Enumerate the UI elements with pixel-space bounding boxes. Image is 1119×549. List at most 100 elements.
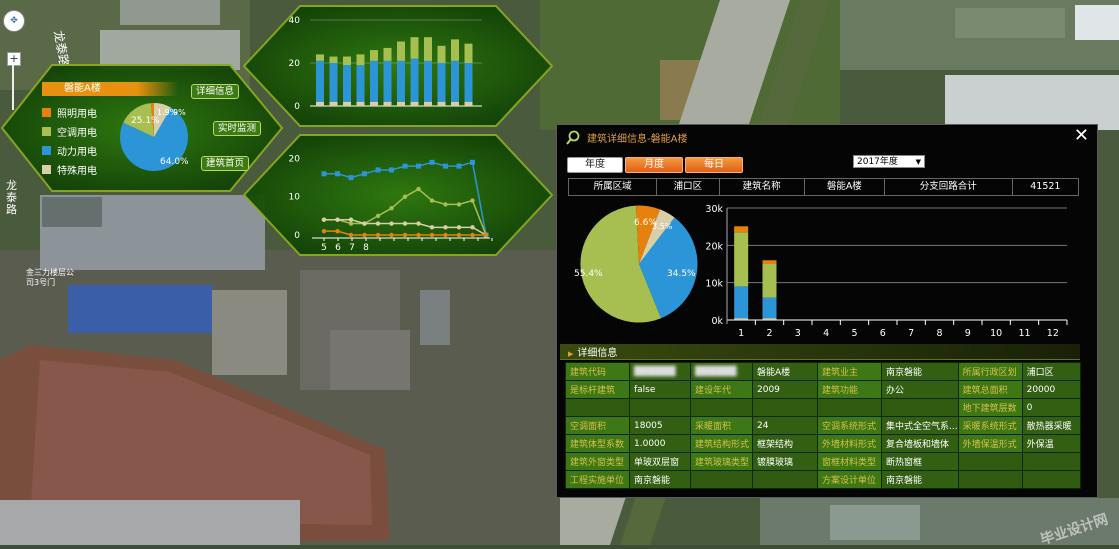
bar-segment-green: [343, 56, 351, 66]
bar-segment-green: [410, 37, 419, 59]
triangle-right-icon: ▶: [568, 350, 574, 358]
field-value: [881, 398, 959, 417]
pie-label-special: 3.5%: [652, 222, 673, 231]
series-point: [456, 225, 462, 230]
bar-segment-cream: [329, 101, 338, 106]
y-tick-label: 20: [289, 59, 301, 69]
field-label: [957, 470, 1023, 489]
road-label-top: 龙泰路: [51, 29, 72, 67]
tab-daily[interactable]: 每日: [685, 157, 743, 173]
bar-segment-blue: [397, 60, 405, 102]
field-label: 建设年代: [690, 380, 753, 399]
y-tick-label: 20k: [705, 241, 723, 252]
bar-segment-blue: [343, 65, 351, 102]
series-point: [389, 232, 394, 238]
x-tick-label: 10: [990, 328, 1002, 339]
table-row: 空调面积 18005 采暖面积 24 空调系统形式 集中式全空气系... 采暖系统形式 散热器…: [565, 416, 1081, 435]
series-point: [362, 171, 367, 177]
y-tick-label: 40: [289, 16, 301, 26]
table-row: 建筑代码 ██████ ██████ 磐能A楼 建筑业主 南京磐能 所属行政区划 浦口区: [565, 362, 1081, 381]
series-point: [335, 171, 340, 177]
field-label: 地下建筑层数: [957, 398, 1023, 417]
year-select[interactable]: 2017年度 ▼: [853, 155, 925, 168]
field-label: 外墙材料形式: [817, 434, 882, 453]
close-icon[interactable]: ✕: [1073, 125, 1089, 146]
field-label: 建筑功能: [817, 380, 882, 399]
x-tick-label: 12: [1047, 328, 1059, 339]
field-label: 建筑代码: [565, 362, 630, 381]
building-detail-dialog: 建筑详细信息-磐能A楼 ✕ 年度 月度 每日 2017年度 ▼ 所属区域 浦口区 …: [556, 124, 1098, 498]
compass-icon[interactable]: ✥: [3, 10, 25, 32]
pie-slice-lighting: [636, 205, 660, 264]
bar-segment-blue: [734, 286, 749, 319]
legend-item-special: 特殊用电: [42, 160, 97, 179]
field-label: 建筑体型系数: [565, 434, 630, 453]
field-value: 框架结构: [752, 434, 818, 453]
field-value: 20000: [1021, 380, 1081, 399]
y-tick-label: 0: [294, 102, 300, 112]
bar-segment-blue: [316, 60, 324, 102]
series-point: [348, 175, 354, 181]
realtime-monitor-button[interactable]: 实时监测: [213, 121, 262, 136]
bar-segment-green: [424, 37, 432, 61]
bar-segment-cream: [437, 101, 446, 106]
series-point: [443, 202, 448, 207]
pie-slice-lighting: [151, 102, 154, 137]
x-tick-label: 5: [851, 328, 857, 339]
energy-legend: 照明用电 空调用电 动力用电 特殊用电: [42, 103, 97, 179]
info-name-label: 建筑名称: [720, 179, 805, 195]
zoom-in-button[interactable]: +: [7, 52, 21, 66]
field-value: 办公: [881, 380, 959, 399]
field-value: 镀膜玻璃: [752, 452, 818, 471]
bar-segment-green: [356, 54, 365, 66]
field-value: 18005: [629, 416, 691, 435]
series-point: [456, 202, 462, 207]
building-info-bar: 所属区域 浦口区 建筑名称 磐能A楼 分支回路合计 41521: [568, 178, 1079, 196]
field-value: [1021, 452, 1081, 471]
field-label: 建筑结构形式: [690, 434, 753, 453]
legend-item-hvac: 空调用电: [42, 122, 97, 141]
building-home-button[interactable]: 建筑首页: [201, 156, 250, 171]
pie-label-lighting: 6.6%: [634, 218, 657, 228]
building-title: 磐能A楼: [42, 82, 178, 96]
pie-slice-special: [639, 209, 675, 264]
detail-info-button[interactable]: 详细信息: [191, 84, 240, 99]
energy-pie-chart: 25.1% 1.9% 9% 64.0%: [120, 102, 189, 171]
company-label: 金三力楼层公司3号门: [26, 268, 74, 287]
x-tick-label: 4: [823, 328, 829, 339]
field-value: [752, 470, 818, 489]
bar-segment-blue: [424, 60, 432, 102]
bar-segment-cream: [424, 101, 432, 106]
bar-segment-orange: [734, 226, 749, 233]
pie-label-hvac: 55.4%: [574, 269, 603, 279]
field-label: 工程实施单位: [565, 470, 630, 489]
field-label: 采暖面积: [690, 416, 753, 435]
zoom-slider[interactable]: [12, 65, 14, 110]
series-point: [321, 171, 327, 177]
field-value: 0: [1021, 398, 1081, 417]
table-row: 是标杆建筑 false 建设年代 2009 建筑功能 办公 建筑总面积 20000: [565, 380, 1081, 399]
field-label: 窗框材料类型: [817, 452, 882, 471]
pie-label-power: 34.5%: [667, 269, 696, 279]
bar-segment-blue: [370, 60, 378, 102]
tab-yearly[interactable]: 年度: [567, 157, 623, 173]
field-value: 浦口区: [1021, 362, 1081, 381]
field-label: 空调系统形式: [817, 416, 882, 435]
series-point: [348, 232, 354, 238]
bar-segment-cream: [383, 101, 392, 106]
field-value: 单玻双层窗: [629, 452, 691, 471]
y-tick-label: 0k: [711, 316, 723, 327]
tab-monthly[interactable]: 月度: [625, 157, 683, 173]
monthly-stacked-bar-chart: 40 20 0: [289, 16, 482, 112]
series-point: [375, 213, 381, 219]
pie-label-special: 9%: [173, 108, 186, 117]
series-point: [470, 159, 475, 165]
bar-segment-blue: [329, 63, 338, 102]
pie-label-hvac: 25.1%: [131, 116, 160, 126]
y-tick-label: 0: [294, 231, 300, 241]
dialog-title: 建筑详细信息-磐能A楼: [587, 134, 688, 145]
bar-segment-blue: [383, 60, 392, 102]
series-point: [443, 232, 448, 238]
field-value: false: [629, 380, 691, 399]
bar-segment-blue: [762, 297, 777, 319]
